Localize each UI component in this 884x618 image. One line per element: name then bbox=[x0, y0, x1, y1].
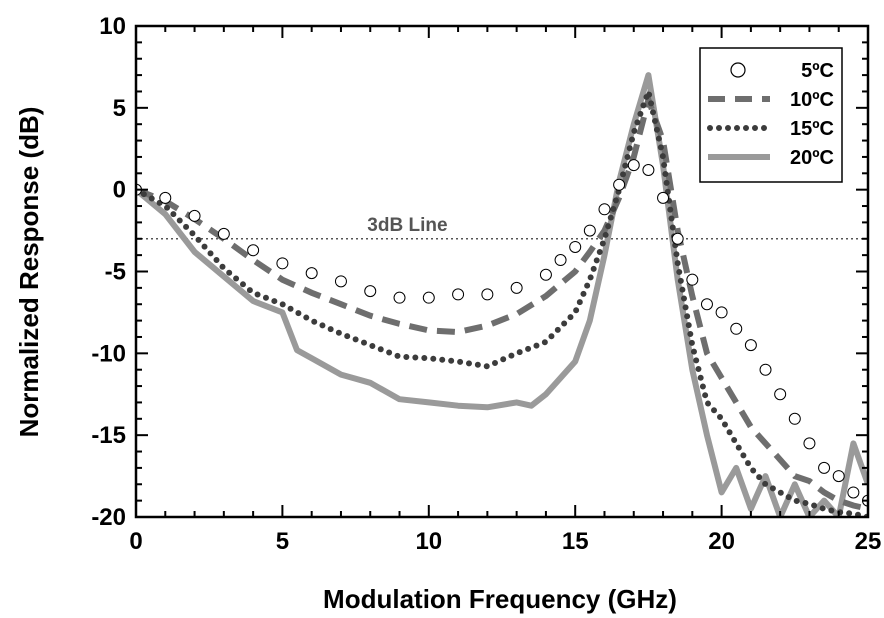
data-point-5c bbox=[715, 306, 728, 319]
y-tick-label: -10 bbox=[91, 340, 126, 367]
legend-item: 20ºC bbox=[708, 147, 834, 169]
y-tick-label: -15 bbox=[91, 422, 126, 449]
y-tick-label: 5 bbox=[113, 95, 126, 122]
data-point-5c bbox=[159, 191, 172, 204]
data-point-5c bbox=[847, 486, 860, 499]
reference-line-label: 3dB Line bbox=[367, 215, 447, 236]
data-point-5c bbox=[481, 288, 494, 301]
data-point-5c bbox=[393, 291, 406, 304]
x-tick-label: 10 bbox=[415, 528, 442, 555]
data-point-5c bbox=[671, 232, 684, 245]
legend-item: 5ºC bbox=[730, 60, 834, 82]
data-point-5c bbox=[305, 267, 318, 280]
data-point-5c bbox=[759, 363, 772, 376]
legend-marker-5c bbox=[730, 62, 746, 78]
x-tick-label: 0 bbox=[129, 528, 142, 555]
legend-label: 20ºC bbox=[790, 147, 834, 169]
data-point-5c bbox=[613, 178, 626, 191]
data-point-5c bbox=[554, 254, 567, 267]
series-line-15c bbox=[136, 80, 868, 517]
data-point-5c bbox=[818, 461, 831, 474]
data-point-5c bbox=[788, 412, 801, 425]
x-axis-title: Modulation Frequency (GHz) bbox=[323, 584, 677, 614]
data-point-5c bbox=[686, 273, 699, 286]
data-point-5c bbox=[452, 288, 465, 301]
legend-label: 15ºC bbox=[790, 118, 834, 140]
y-tick-label: -20 bbox=[91, 504, 126, 531]
data-point-5c bbox=[744, 339, 757, 352]
data-point-5c bbox=[276, 257, 289, 270]
legend-item: 10ºC bbox=[708, 89, 834, 111]
data-point-5c bbox=[247, 244, 260, 257]
data-point-5c bbox=[583, 224, 596, 237]
data-point-5c bbox=[598, 203, 611, 216]
data-point-5c bbox=[627, 159, 640, 172]
legend-item: 15ºC bbox=[707, 118, 834, 140]
data-point-5c bbox=[217, 227, 230, 240]
y-tick-label: 0 bbox=[113, 177, 126, 204]
legend-label: 10ºC bbox=[790, 89, 834, 111]
data-point-5c bbox=[364, 285, 377, 298]
data-point-5c bbox=[569, 240, 582, 253]
y-tick-label: -5 bbox=[105, 259, 126, 286]
x-tick-label: 15 bbox=[562, 528, 589, 555]
series-markers-5c bbox=[136, 159, 868, 507]
data-point-5c bbox=[657, 191, 670, 204]
data-point-5c bbox=[832, 470, 845, 483]
legend-label: 5ºC bbox=[801, 60, 834, 82]
x-tick-label: 5 bbox=[276, 528, 289, 555]
data-point-5c bbox=[700, 298, 713, 311]
data-point-5c bbox=[334, 275, 347, 288]
data-point-5c bbox=[188, 209, 201, 222]
data-point-5c bbox=[803, 437, 816, 450]
data-point-5c bbox=[774, 388, 787, 401]
data-point-5c bbox=[730, 322, 743, 335]
y-tick-label: 10 bbox=[99, 13, 126, 40]
data-point-5c bbox=[539, 268, 552, 281]
x-tick-label: 20 bbox=[708, 528, 735, 555]
data-point-5c bbox=[510, 281, 523, 294]
y-axis-title: Normalized Response (dB) bbox=[14, 107, 44, 438]
series-line-10c bbox=[136, 89, 868, 512]
series-line-20c bbox=[136, 72, 868, 517]
data-point-5c bbox=[642, 164, 655, 177]
data-point-5c bbox=[422, 291, 435, 304]
x-tick-label: 25 bbox=[855, 528, 882, 555]
